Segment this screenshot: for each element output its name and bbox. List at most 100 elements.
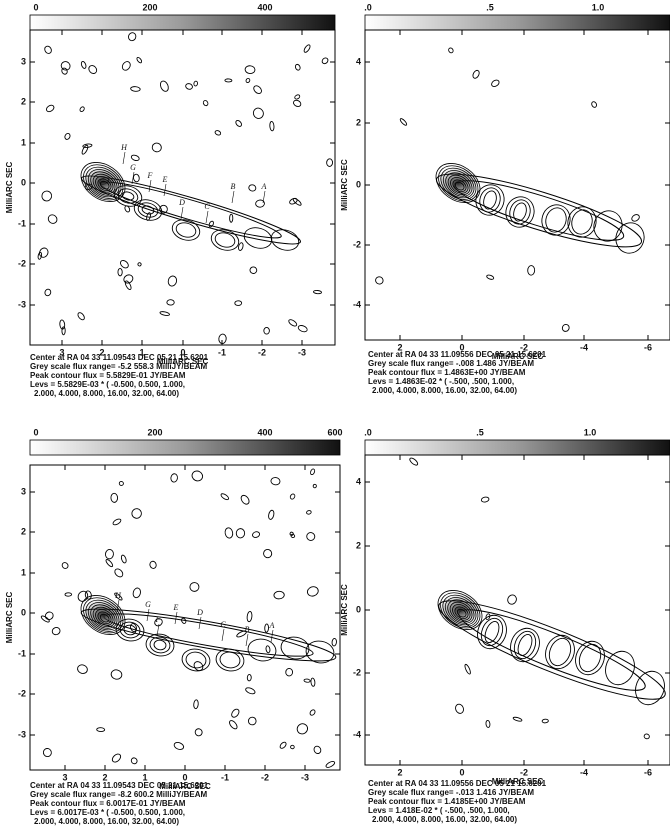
y-tick-label: 0 [21,177,26,187]
x-tick-label: -2 [258,347,266,357]
y-tick-label: 2 [356,117,361,127]
y-tick-label: -2 [18,258,26,268]
x-tick-label: 0 [459,767,464,777]
caption-line: Grey scale flux range= -.008 1.486 JY/BE… [368,359,534,368]
y-tick-label: -1 [18,648,26,658]
y-tick-label: 1 [21,137,26,147]
y-tick-label: -2 [353,239,361,249]
caption-line: Center at RA 04 33 11.09556 DEC 05 21 15… [368,779,547,788]
x-tick-label: 2 [397,767,402,777]
caption-line: Levs = 5.5829E-03 * ( -0.500, 0.500, 1.0… [30,380,185,389]
colorbar-tick-label: 400 [257,2,272,12]
caption-line: 2.000, 4.000, 8.000, 16.00, 32.00, 64.00… [34,817,179,826]
component-label: B [245,625,250,634]
colorbar-tick-label: 200 [142,2,157,12]
component-label: A [261,182,267,191]
caption-line: Grey scale flux range= -.013 1.416 JY/BE… [368,788,534,797]
colorbar [30,15,335,30]
x-tick-label: -4 [580,767,588,777]
map-frame [365,455,670,765]
colorbar-tick-label: .5 [486,2,494,12]
figure: 02004003210-1-2-33210-1-2-3MilliARC SECM… [0,0,670,830]
y-tick-label: 0 [356,604,361,614]
y-tick-label: 0 [21,607,26,617]
caption-line: Grey scale flux range= -5.2 558.3 MilliJ… [30,362,208,371]
colorbar [365,440,670,455]
y-axis-label: MilliARC SEC [5,592,14,644]
colorbar-tick-label: 0 [33,2,38,12]
y-tick-label: -4 [353,729,361,739]
y-tick-label: -3 [18,729,26,739]
y-axis-label: MilliARC SEC [5,162,14,214]
y-tick-label: 1 [21,567,26,577]
map-panel: .0.51.0420-2-420-2-4-6MilliARC SECMilliA… [340,2,670,395]
y-tick-label: 4 [356,476,361,486]
caption-line: Peak contour flux = 1.4863E+00 JY/BEAM [368,368,526,377]
x-tick-label: -2 [261,772,269,782]
caption-line: Levs = 6.0017E-03 * ( -0.500, 0.500, 1.0… [30,808,185,817]
x-tick-label: -1 [218,347,226,357]
colorbar-tick-label: .0 [364,2,372,12]
x-tick-label: -6 [644,767,652,777]
colorbar [365,15,670,30]
y-axis-label: MilliARC SEC [340,159,349,211]
component-label: F [155,615,161,624]
colorbar-tick-label: 200 [147,427,162,437]
colorbar [30,440,340,455]
x-tick-label: -6 [644,342,652,352]
caption-line: Levs = 1.4863E-02 * ( -.500, .500, 1.000… [368,377,514,386]
component-label: D [196,608,203,617]
x-tick-label: -1 [221,772,229,782]
caption-line: Peak contour flux = 6.0017E-01 JY/BEAM [30,799,186,808]
component-label: G [130,163,136,172]
caption-line: 2.000, 4.000, 8.000, 16.00, 32.00, 64.00… [372,386,517,395]
component-label: C [204,202,210,211]
component-label: E [173,603,179,612]
colorbar-tick-label: 600 [327,427,342,437]
component-label: B [231,182,236,191]
caption-line: 2.000, 4.000, 8.000, 16.00, 32.00, 64.00… [34,389,179,398]
y-tick-label: 2 [21,96,26,106]
component-label: D [178,198,185,207]
y-tick-label: 3 [21,56,26,66]
colorbar-tick-label: .5 [476,427,484,437]
caption-line: Center at RA 04 33 11.09556 DEC 05 21 15… [368,350,547,359]
caption-line: Grey scale flux range= -8.2 600.2 MilliJ… [30,790,208,799]
map-panel: .0.51.0420-2-420-2-4-6MilliARC SECMilliA… [340,427,670,824]
colorbar-tick-label: .0 [364,427,372,437]
component-label: F [147,171,153,180]
colorbar-tick-label: 400 [257,427,272,437]
colorbar-tick-label: 1.0 [584,427,597,437]
y-tick-label: -3 [18,299,26,309]
caption-line: Peak contour flux = 1.4185E+00 JY/BEAM [368,797,526,806]
caption-line: 2.000, 4.000, 8.000, 16.00, 32.00, 64.00… [372,815,517,824]
component-label: E [162,175,168,184]
y-tick-label: 2 [21,526,26,536]
x-tick-label: -2 [520,767,528,777]
caption-line: Levs = 1.418E-02 * ( -.500, .500, 1.000, [368,806,510,815]
page: {"panels": [ {"colorbar_ticks": ["0", "2… [0,0,670,830]
y-tick-label: 0 [356,179,361,189]
x-tick-label: -3 [298,347,306,357]
component-label: A [269,621,275,630]
component-label: C [220,620,226,629]
y-axis-label: MilliARC SEC [340,584,349,636]
map-frame [30,30,335,345]
y-tick-label: -1 [18,218,26,228]
y-tick-label: -4 [353,299,361,309]
caption-line: Peak contour flux = 5.5829E-01 JY/BEAM [30,371,186,380]
y-tick-label: -2 [353,667,361,677]
component-label: G [145,600,151,609]
colorbar-tick-label: 1.0 [592,2,605,12]
y-tick-label: 3 [21,486,26,496]
y-tick-label: -2 [18,688,26,698]
caption-line: Center at RA 04 33 11.09543 DEC 05 21 15… [30,781,209,790]
x-tick-label: -3 [301,772,309,782]
x-tick-label: -4 [580,342,588,352]
caption-line: Center at RA 04 33 11.09543 DEC 05 21 15… [30,353,209,362]
colorbar-tick-label: 0 [33,427,38,437]
y-tick-label: 4 [356,56,361,66]
y-tick-label: 2 [356,540,361,550]
